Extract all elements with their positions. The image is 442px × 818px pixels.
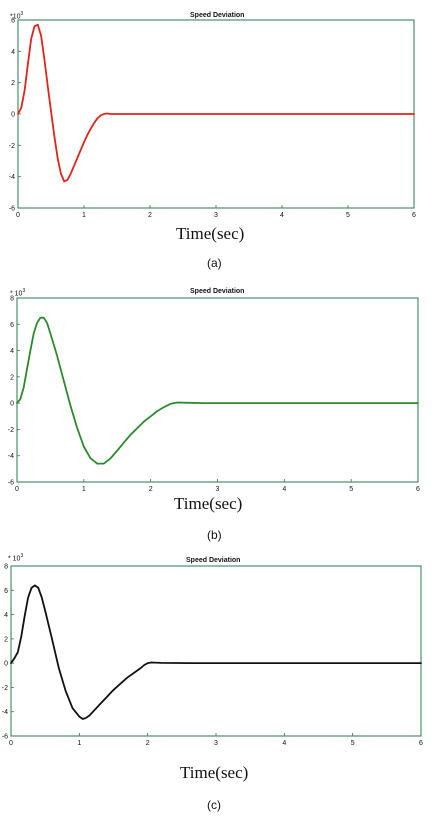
chart-c-title: Speed Deviation xyxy=(186,557,241,564)
chart-c-y-exponent: 3 xyxy=(20,553,24,559)
chart-b-y-multiplier: * 103 xyxy=(10,288,26,298)
chart-a-xtick-label: 5 xyxy=(346,212,350,219)
chart-panel-b: 0 1 2 3 4 5 6 -6 -4 -2 0 2 4 6 8 * 103 Speed Deviation… xyxy=(0,278,442,548)
chart-c-ytick-label: 4 xyxy=(4,612,8,619)
chart-a-series-line xyxy=(17,23,415,183)
chart-a-ytick-label: -6 xyxy=(9,206,15,213)
chart-b-ytick-label: 6 xyxy=(10,322,14,329)
chart-b-xtick-label: 3 xyxy=(216,486,220,493)
chart-b-xtick-label: 1 xyxy=(82,486,86,493)
chart-b-ytick-label: -6 xyxy=(8,480,14,487)
chart-c-frame xyxy=(10,565,422,737)
chart-a-ytick-label: 0 xyxy=(11,112,15,119)
chart-a-y-exponent: 3 xyxy=(20,11,24,17)
chart-panel-a: 0 1 2 3 4 5 6 -6 -4 -2 0 2 4 6 *103 Speed Deviation T… xyxy=(0,0,442,272)
chart-a-xtick-label: 0 xyxy=(16,212,20,219)
chart-c-caption: (c) xyxy=(207,798,221,812)
chart-a-ytick-label: -2 xyxy=(9,143,15,150)
chart-b-frame xyxy=(16,297,419,483)
chart-b-series-line xyxy=(16,316,419,465)
chart-panel-c: 0 1 2 3 4 5 6 -6 -4 -2 0 2 4 6 8 * 103 Speed Deviation… xyxy=(0,548,442,818)
chart-b-ytick-label: -4 xyxy=(8,453,14,460)
chart-c-xtick-label: 3 xyxy=(214,740,218,747)
chart-b-caption: (b) xyxy=(207,528,222,542)
chart-a-xtick-label: 6 xyxy=(412,212,416,219)
chart-b-title: Speed Deviation xyxy=(190,288,245,295)
chart-b-svg: 0 1 2 3 4 5 6 -6 -4 -2 0 2 4 6 8 xyxy=(8,296,420,494)
chart-a-ytick-label: 6 xyxy=(11,18,15,25)
chart-b-ytick-label: 8 xyxy=(10,296,14,303)
chart-b-xtick-label: 6 xyxy=(416,486,420,493)
chart-b-y-exponent: 3 xyxy=(22,288,26,294)
chart-c-xlabel: Time(sec) xyxy=(180,763,249,782)
chart-b-xtick-label: 2 xyxy=(149,486,153,493)
chart-a-ytick-label: 2 xyxy=(11,80,15,87)
chart-a-xtick-label: 2 xyxy=(148,212,152,219)
chart-a-ytick-label: 4 xyxy=(11,49,15,56)
chart-c-ytick-label: -4 xyxy=(2,709,8,716)
chart-c-xtick-label: 1 xyxy=(77,740,81,747)
chart-c-xtick-label: 5 xyxy=(351,740,355,747)
chart-a-xlabel: Time(sec) xyxy=(176,224,245,243)
chart-c-xtick-label: 0 xyxy=(9,740,13,747)
chart-a-xtick-label: 1 xyxy=(82,212,86,219)
chart-a-title: Speed Deviation xyxy=(190,12,245,19)
chart-c-ytick-label: 8 xyxy=(4,564,8,571)
chart-b-ytick-label: 0 xyxy=(10,401,14,408)
chart-c-xtick-label: 6 xyxy=(419,740,423,747)
chart-b-xtick-label: 4 xyxy=(282,486,286,493)
chart-c-xtick-label: 4 xyxy=(282,740,286,747)
chart-c-ytick-label: -6 xyxy=(2,734,8,741)
chart-a-y-multiplier: *103 xyxy=(10,11,24,21)
chart-c-series-line xyxy=(10,584,422,720)
chart-b-ytick-label: 4 xyxy=(10,348,14,355)
chart-b-xtick-label: 5 xyxy=(349,486,353,493)
chart-b-xlabel: Time(sec) xyxy=(174,494,243,513)
chart-c-ytick-label: 2 xyxy=(4,636,8,643)
chart-b-xtick-label: 0 xyxy=(15,486,19,493)
chart-c-ytick-label: 0 xyxy=(4,661,8,668)
chart-a-svg: 0 1 2 3 4 5 6 -6 -4 -2 0 2 4 6 xyxy=(9,18,416,220)
chart-c-y-multiplier: * 103 xyxy=(8,553,24,563)
chart-b-ytick-label: 2 xyxy=(10,374,14,381)
chart-c-ytick-label: 6 xyxy=(4,588,8,595)
chart-a-xtick-label: 4 xyxy=(280,212,284,219)
chart-c-xtick-label: 2 xyxy=(146,740,150,747)
chart-a-caption: (a) xyxy=(207,256,222,270)
chart-a-ytick-label: -4 xyxy=(9,174,15,181)
chart-b-ytick-label: -2 xyxy=(8,427,14,434)
chart-c-ytick-label: -2 xyxy=(2,685,8,692)
chart-a-xtick-label: 3 xyxy=(214,212,218,219)
chart-c-svg: 0 1 2 3 4 5 6 -6 -4 -2 0 2 4 6 8 xyxy=(2,564,423,748)
